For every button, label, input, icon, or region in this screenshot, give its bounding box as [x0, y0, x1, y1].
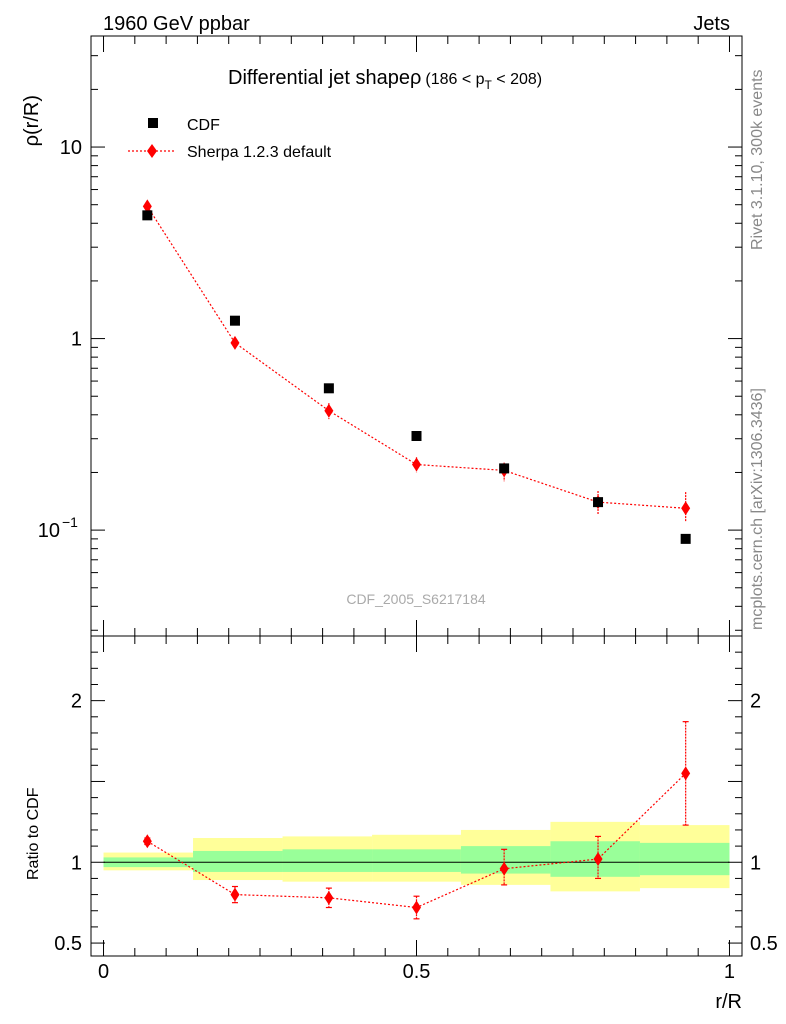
- ratio-y-tick-label: 1: [71, 852, 82, 874]
- sherpa-point: [230, 335, 240, 350]
- rivet-version-label: Rivet 3.1.10, 300k events: [749, 69, 766, 250]
- ratio-sherpa-point: [499, 861, 509, 876]
- ratio-panel-frame: [90, 635, 743, 957]
- sherpa-point: [142, 199, 152, 214]
- x-tick-label: 1: [724, 961, 735, 983]
- header-process-label: Jets: [693, 13, 730, 35]
- analysis-watermark: CDF_2005_S6217184: [346, 591, 486, 607]
- legend-cdf-label: CDF: [187, 117, 220, 134]
- x-axis-label: r/R: [715, 991, 742, 1013]
- main-title-range: (186 < p: [425, 71, 484, 88]
- ratio-sherpa-point: [412, 900, 421, 915]
- main-title-range-post: < 208): [492, 71, 542, 88]
- main-title-range-sub: T: [485, 78, 493, 92]
- ratio-band-inner: [639, 842, 730, 876]
- main-title-rho: ρ: [410, 67, 421, 89]
- header-energy-label: 1960 GeV ppbar: [103, 13, 250, 35]
- ratio-y-tick-label: 0.5: [54, 933, 82, 955]
- cdf-point: [411, 431, 422, 442]
- ratio-band-inner: [372, 849, 461, 872]
- x-tick-label: 0: [98, 961, 109, 983]
- ratio-y-tick-label-right: 2: [750, 691, 761, 713]
- ratio-band-inner: [193, 850, 283, 872]
- cdf-point: [499, 463, 510, 474]
- sherpa-point: [412, 457, 421, 472]
- ratio-sherpa-point: [230, 887, 240, 902]
- main-y-tick-label: 10: [60, 137, 82, 159]
- mcplots-reference-label: mcplots.cern.ch [arXiv:1306.3436]: [749, 388, 766, 630]
- legend: CDF Sherpa 1.2.3 default: [128, 117, 332, 161]
- main-title-text: Differential jet shape: [228, 67, 410, 89]
- main-y-tick-label: 10: [38, 520, 60, 542]
- legend-sherpa-marker: [147, 144, 157, 158]
- cdf-point: [323, 383, 334, 394]
- ratio-y-tick-label: 2: [71, 691, 82, 713]
- ratio-sherpa-point: [593, 852, 603, 867]
- main-y-tick-label: 1: [71, 329, 82, 351]
- main-title: Differential jet shapeρ (186 < pT < 208): [228, 67, 542, 92]
- ratio-y-tick-label-right: 1: [750, 852, 761, 874]
- main-y-axis-label: ρ(r/R): [21, 95, 43, 146]
- cdf-point: [229, 315, 240, 326]
- sherpa-point: [681, 501, 691, 516]
- cdf-point: [593, 497, 604, 508]
- ratio-sherpa-point: [324, 890, 334, 905]
- ratio-sherpa-point: [142, 834, 152, 849]
- sherpa-point: [324, 403, 334, 418]
- ratio-sherpa-point: [681, 766, 691, 781]
- cdf-point: [680, 533, 691, 544]
- cdf-point: [142, 210, 153, 221]
- x-tick-label: 0.5: [403, 961, 431, 983]
- legend-sherpa-label: Sherpa 1.2.3 default: [187, 144, 332, 161]
- ratio-band-inner: [282, 849, 373, 872]
- ratio-y-tick-label-right: 0.5: [750, 933, 778, 955]
- ratio-y-axis-label: Ratio to CDF: [25, 787, 42, 880]
- legend-cdf-marker: [148, 118, 158, 128]
- main-y-tick-label-exponent: −1: [62, 514, 78, 530]
